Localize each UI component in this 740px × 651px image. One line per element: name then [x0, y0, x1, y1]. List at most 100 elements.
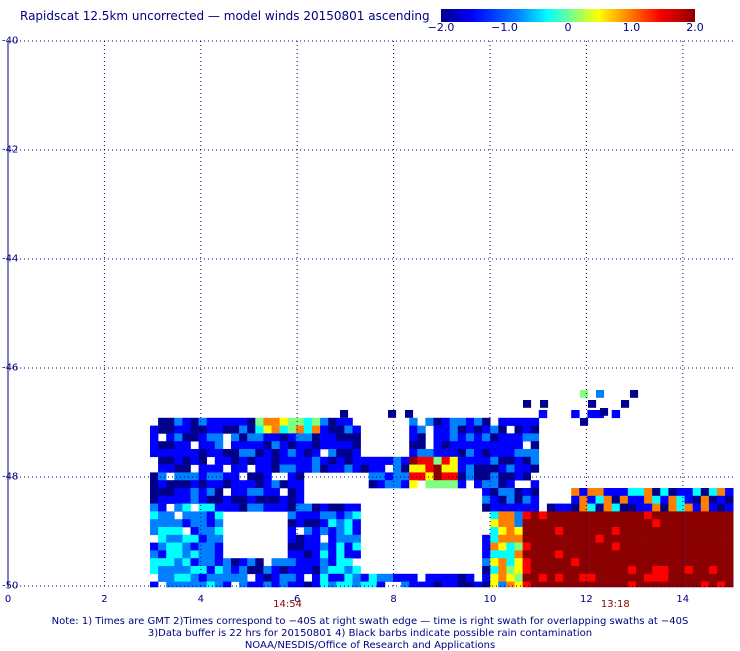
wind-cell	[182, 480, 191, 489]
wind-cell	[239, 449, 248, 458]
wind-cell	[660, 495, 669, 504]
wind-cell	[295, 542, 305, 551]
wind-cell	[166, 527, 175, 536]
wind-cell	[522, 495, 531, 504]
wind-cell	[522, 503, 531, 512]
wind-cell	[603, 566, 612, 575]
wind-cell	[579, 519, 588, 528]
wind-cell	[433, 417, 442, 426]
wind-cell	[506, 456, 515, 465]
wind-cell	[198, 495, 207, 504]
wind-cell	[158, 542, 167, 551]
wind-cell	[214, 480, 224, 489]
wind-cell	[198, 566, 207, 575]
wind-cell	[449, 456, 459, 465]
wind-cell	[433, 433, 442, 442]
wind-cell	[352, 449, 361, 458]
wind-cell	[490, 495, 499, 504]
wind-cell	[158, 480, 167, 489]
wind-cell	[166, 581, 175, 588]
longitude-label: 6	[294, 594, 301, 605]
wind-cell	[636, 534, 645, 543]
wind-cell	[514, 581, 523, 588]
wind-cell	[563, 573, 572, 582]
wind-cell	[352, 425, 361, 434]
wind-cell	[328, 534, 337, 543]
wind-cell	[636, 511, 645, 520]
wind-cell	[596, 390, 605, 398]
wind-cell	[328, 503, 337, 512]
wind-cell	[482, 425, 491, 434]
wind-cell	[482, 550, 491, 559]
wind-cell	[158, 527, 167, 536]
wind-cell	[150, 527, 159, 536]
wind-cell	[182, 425, 191, 434]
wind-cell	[482, 503, 491, 512]
wind-cell	[530, 511, 540, 520]
wind-cell	[571, 542, 580, 551]
wind-cell	[174, 519, 183, 528]
wind-cell	[692, 511, 702, 520]
wind-cell	[206, 417, 216, 426]
wind-cell	[603, 558, 612, 567]
wind-cell	[449, 417, 459, 426]
wind-cell	[425, 456, 434, 465]
wind-cell	[182, 503, 191, 512]
wind-cell	[595, 534, 604, 543]
wind-cell	[222, 581, 232, 588]
wind-cell	[579, 581, 588, 588]
wind-cell	[303, 566, 313, 575]
wind-cell	[303, 417, 313, 426]
wind-cell	[514, 488, 523, 497]
wind-cell	[474, 441, 483, 450]
wind-cell	[433, 441, 442, 450]
wind-cell	[312, 456, 321, 465]
wind-cell	[417, 441, 426, 450]
wind-cell	[328, 433, 337, 442]
wind-cell	[295, 519, 305, 528]
wind-cell	[530, 550, 540, 559]
wind-cell	[182, 456, 191, 465]
wind-cell	[287, 433, 297, 442]
wind-cell	[506, 503, 515, 512]
wind-cell	[506, 542, 515, 551]
wind-cell	[150, 449, 159, 458]
wind-cell	[676, 527, 685, 536]
wind-cell	[158, 566, 167, 575]
wind-cell	[449, 480, 459, 489]
wind-cell	[441, 480, 450, 489]
wind-cell	[627, 511, 637, 520]
wind-cell	[498, 449, 507, 458]
wind-cell	[676, 519, 685, 528]
wind-cell	[320, 566, 329, 575]
wind-cell	[530, 433, 540, 442]
wind-cell	[441, 433, 450, 442]
wind-cell	[660, 558, 669, 567]
wind-cell	[506, 488, 515, 497]
wind-cell	[206, 433, 216, 442]
wind-cell	[222, 417, 232, 426]
wind-cell	[303, 511, 313, 520]
wind-cell	[158, 456, 167, 465]
wind-cell	[482, 417, 491, 426]
wind-cell	[206, 472, 216, 481]
wind-cell	[652, 542, 661, 551]
wind-cell	[214, 472, 224, 481]
wind-cell	[409, 581, 418, 588]
wind-cell	[320, 456, 329, 465]
wind-cell	[255, 449, 264, 458]
wind-cell	[668, 534, 677, 543]
wind-cell	[490, 503, 499, 512]
wind-cell	[376, 573, 386, 582]
wind-cell	[295, 433, 305, 442]
latitude-label: -44	[2, 253, 19, 265]
wind-cell	[190, 472, 199, 481]
wind-cell	[352, 433, 361, 442]
wind-cell	[214, 566, 224, 575]
wind-cell	[417, 425, 426, 434]
wind-cell	[498, 480, 507, 489]
wind-cells	[150, 390, 734, 588]
wind-cell	[174, 425, 183, 434]
wind-cell	[150, 519, 159, 528]
wind-cell	[166, 456, 175, 465]
